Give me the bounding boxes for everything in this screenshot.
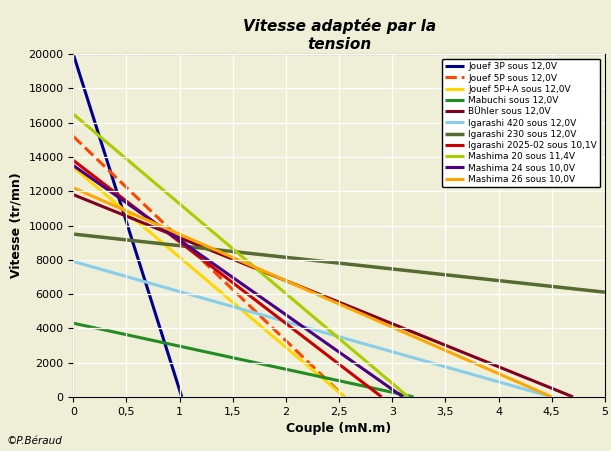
Line: Jouef 5P+A sous 12,0V: Jouef 5P+A sous 12,0V [73, 167, 345, 397]
Y-axis label: Vitesse (tr/mn): Vitesse (tr/mn) [10, 173, 23, 278]
Jouef 5P sous 12,0V [70, 133, 77, 139]
Mashima 24 sous 10,0V [399, 394, 406, 400]
Igarashi 2025-02 sous 10,1V [70, 158, 77, 163]
Line: Mashima 24 sous 10,0V: Mashima 24 sous 10,0V [73, 166, 403, 397]
Title: Vitesse adaptée par la
tension: Vitesse adaptée par la tension [243, 18, 436, 51]
Line: Jouef 5P sous 12,0V: Jouef 5P sous 12,0V [73, 136, 345, 397]
Jouef 5P+A sous 12,0V [341, 394, 348, 400]
Line: Igarashi 2025-02 sous 10,1V: Igarashi 2025-02 sous 10,1V [73, 161, 382, 397]
Legend: Jouef 3P sous 12,0V, Jouef 5P sous 12,0V, Jouef 5P+A sous 12,0V, Mabuchi sous 12: Jouef 3P sous 12,0V, Jouef 5P sous 12,0V… [442, 59, 601, 188]
Mashima 24 sous 10,0V [70, 163, 77, 168]
Jouef 5P sous 12,0V [341, 394, 348, 400]
Line: Mabuchi sous 12,0V: Mabuchi sous 12,0V [73, 323, 414, 397]
Jouef 5P+A sous 12,0V [70, 165, 77, 170]
Mabuchi sous 12,0V [70, 321, 77, 326]
Text: ©P.Béraud: ©P.Béraud [6, 437, 62, 446]
Igarashi 2025-02 sous 10,1V [378, 394, 386, 400]
X-axis label: Couple (mN.m): Couple (mN.m) [287, 422, 392, 435]
Mabuchi sous 12,0V [410, 394, 417, 400]
